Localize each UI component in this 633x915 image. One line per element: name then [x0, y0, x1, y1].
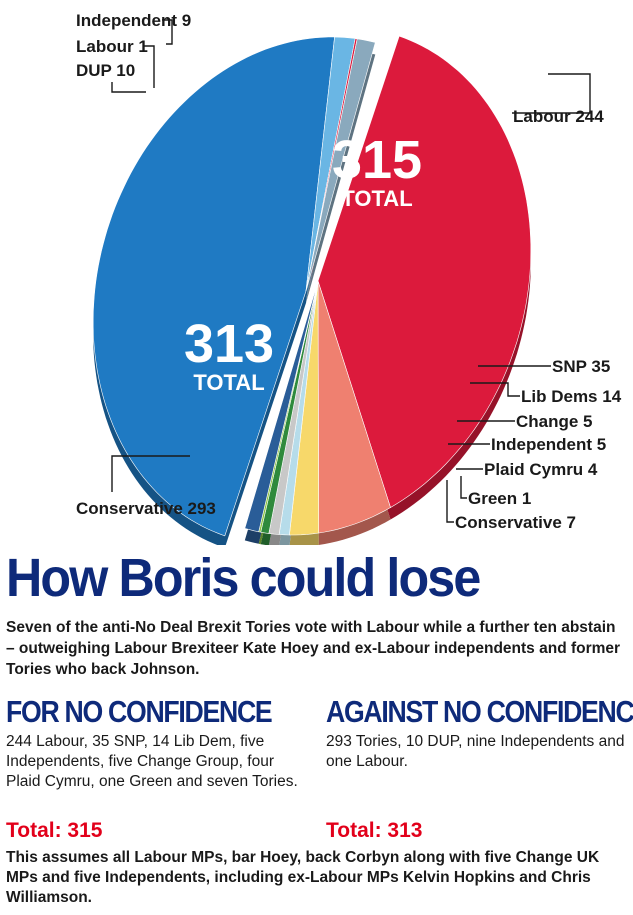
slice-snp-35	[317, 280, 391, 534]
leader-dup-10	[111, 82, 146, 93]
pie-leader-lines	[111, 19, 591, 523]
slice-depth-independent-9	[306, 50, 376, 303]
for-no-confidence-column: FOR NO CONFIDENCE 244 Labour, 35 SNP, 14…	[6, 694, 306, 792]
total-word-for-no-confidence: TOTAL	[341, 186, 412, 211]
label-change-5: Change 5	[516, 412, 593, 431]
label-green-1: Green 1	[468, 489, 531, 508]
leader-conservative-293	[111, 455, 190, 492]
leader-conservative-7	[446, 480, 454, 523]
pie-slices	[92, 35, 532, 537]
against-no-confidence-body: 293 Tories, 10 DUP, nine Independents an…	[326, 733, 625, 770]
leader-labour-244	[512, 73, 591, 114]
total-number-for-no-confidence: 315	[332, 130, 422, 190]
label-independent-5: Independent 5	[491, 435, 606, 454]
label-conservative-293: Conservative 293	[76, 499, 216, 518]
label-snp-35: SNP 35	[552, 357, 610, 376]
against-no-confidence-total: Total: 313	[326, 819, 423, 842]
slice-conservative-7	[244, 280, 319, 533]
label-lib-dems-14: Lib Dems 14	[521, 387, 622, 406]
leader-green-1	[460, 476, 467, 499]
for-no-confidence-total: Total: 315	[6, 819, 103, 842]
total-number-against-no-confidence: 313	[184, 314, 274, 374]
against-no-confidence-column: AGAINST NO CONFIDENCE 293 Tories, 10 DUP…	[326, 694, 633, 772]
pie-labels: Labour 244 SNP 35 Lib Dems 14 Change 5 Indep…	[76, 11, 622, 532]
pie-chart: Labour 244 SNP 35 Lib Dems 14 Change 5 Indep…	[76, 11, 622, 545]
label-dup-10: DUP 10	[76, 61, 135, 80]
leader-independent-9	[162, 19, 173, 45]
label-labour-1: Labour 1	[76, 37, 148, 56]
label-plaid-cymru-4: Plaid Cymru 4	[484, 460, 598, 479]
headline: How Boris could lose	[6, 548, 481, 608]
for-no-confidence-heading: FOR NO CONFIDENCE	[6, 694, 273, 729]
slice-labour-244	[317, 35, 532, 508]
leader-labour-1	[143, 45, 155, 88]
slice-independent-9	[305, 38, 376, 292]
label-conservative-7: Conservative 7	[455, 513, 576, 532]
footnote: This assumes all Labour MPs, bar Hoey, b…	[6, 849, 600, 906]
label-labour-244: Labour 244	[513, 107, 604, 126]
label-independent-9: Independent 9	[76, 11, 191, 30]
slice-conservative-293	[92, 36, 335, 537]
leader-lib-dems-14	[470, 382, 520, 397]
standfirst: Seven of the anti-No Deal Brexit Tories …	[6, 619, 621, 678]
against-no-confidence-heading: AGAINST NO CONFIDENCE	[326, 694, 633, 729]
total-word-against-no-confidence: TOTAL	[193, 370, 264, 395]
for-no-confidence-body: 244 Labour, 35 SNP, 14 Lib Dem, five Ind…	[6, 733, 298, 790]
